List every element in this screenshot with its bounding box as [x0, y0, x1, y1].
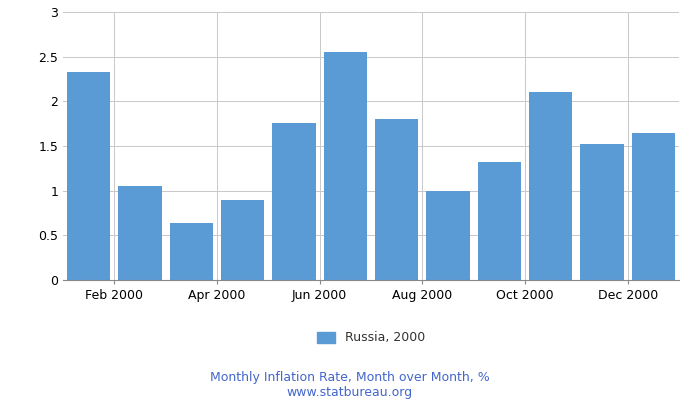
Bar [631, 133, 675, 280]
Bar [118, 186, 162, 280]
Text: www.statbureau.org: www.statbureau.org [287, 386, 413, 399]
Bar [528, 92, 573, 280]
Bar [580, 144, 624, 280]
Text: Monthly Inflation Rate, Month over Month, %: Monthly Inflation Rate, Month over Month… [210, 372, 490, 384]
Bar [272, 123, 316, 280]
Bar [221, 200, 265, 280]
Bar [323, 52, 367, 280]
Legend: Russia, 2000: Russia, 2000 [312, 326, 430, 350]
Bar [375, 119, 419, 280]
Bar [66, 72, 111, 280]
Bar [477, 162, 521, 280]
Bar [426, 191, 470, 280]
Bar [169, 223, 213, 280]
